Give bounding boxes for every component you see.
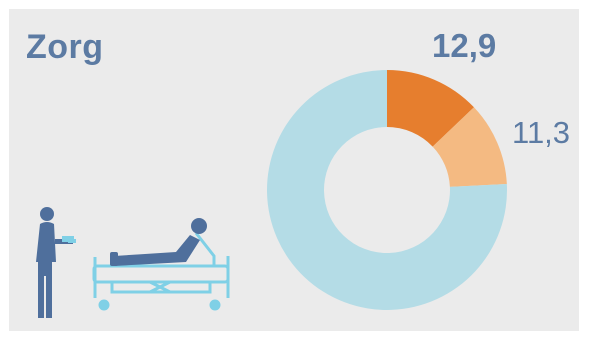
patient-icon [110, 218, 207, 266]
donut-slice-1 [387, 70, 474, 147]
hospital-bed-icon [92, 232, 230, 311]
donut-slice-3 [267, 70, 507, 310]
slice-label-1: 12,9 [432, 27, 497, 64]
donut-slice-2 [432, 107, 507, 187]
slice-label-2: 11,3 [512, 115, 571, 150]
caregiver-figure-icon [36, 207, 76, 318]
chart-title: Zorg [26, 28, 104, 66]
